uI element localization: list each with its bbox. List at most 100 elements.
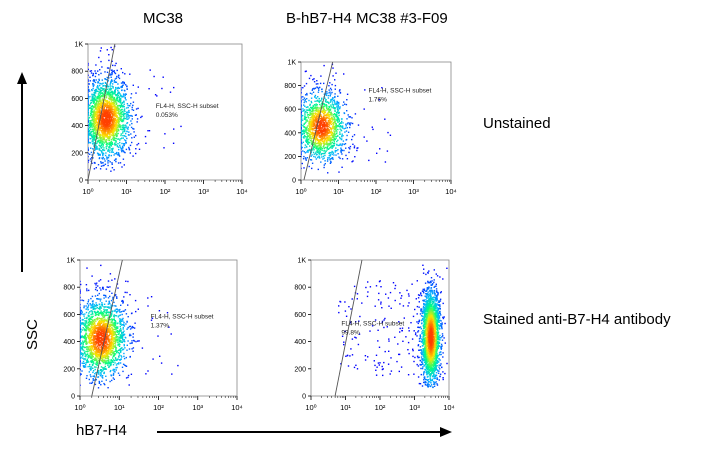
event-dot [124,113,126,115]
event-dot [302,124,304,127]
event-dot [311,162,314,164]
event-dot [326,114,329,116]
event-dot [114,106,116,108]
event-dot [315,136,318,138]
event-dot [118,74,120,77]
event-dot [311,141,313,143]
event-dot [303,129,305,131]
event-dot [88,97,89,100]
event-dot [96,113,98,115]
event-dot [330,104,332,106]
event-dot [103,164,105,167]
event-dot [318,89,320,91]
event-dot [309,92,312,94]
event-dot [91,108,93,110]
event-dot [91,106,94,108]
event-dot [307,130,310,132]
event-dot [118,148,120,151]
event-dot [337,109,339,112]
event-dot [105,79,108,81]
event-dot [80,357,82,359]
event-dot [108,93,111,95]
event-dot [320,146,322,148]
event-dot [312,112,314,115]
event-dot [338,103,340,105]
event-dot [101,95,104,97]
event-dot [335,124,337,127]
event-dot [327,148,330,150]
event-dot [114,314,117,317]
event-dot [153,75,155,78]
event-dot [99,98,101,100]
event-dot [332,123,334,125]
event-dot [85,321,87,323]
event-dot [115,326,117,328]
event-dot [315,119,318,121]
event-dot [88,132,89,135]
event-dot [338,123,340,126]
event-dot [104,81,107,84]
event-dot [120,82,123,84]
event-dot [101,314,103,316]
event-dot [103,126,105,129]
event-dot [122,158,125,160]
event-dot [114,129,116,131]
event-dot [113,351,115,353]
event-dot [311,108,314,110]
event-dot [334,88,336,90]
event-dot [110,120,113,122]
event-dot [323,166,325,169]
event-dot [325,114,327,116]
event-dot [105,125,107,128]
event-dot [301,105,302,107]
event-dot [156,95,158,97]
event-dot [337,128,339,131]
event-dot [119,104,121,107]
event-dot [331,119,334,121]
event-dot [130,114,132,117]
event-dot [96,124,98,126]
event-dot [116,120,118,123]
event-dot [315,110,318,112]
event-dot [89,76,91,78]
event-dot [128,149,131,151]
event-dot [115,137,117,140]
event-dot [102,367,104,369]
event-dot [313,132,315,134]
event-dot [107,86,109,88]
event-dot [318,135,321,137]
event-dot [347,131,350,133]
event-dot [90,101,92,104]
event-dot [129,105,131,107]
event-dot [131,118,133,120]
event-dot [104,306,107,308]
event-dot [87,322,90,324]
event-dot [94,115,96,117]
event-dot [87,346,89,348]
event-dot [325,124,327,126]
event-dot [164,133,166,135]
event-dot [312,105,315,107]
event-dot [330,152,332,154]
plot-mc38-stained: FL4-H, SSC-H subset1.37%02004006008001K1… [63,258,242,413]
event-dot [334,95,336,98]
event-dot [80,280,81,283]
event-dot [108,303,110,305]
event-dot [324,146,327,149]
event-dot [319,149,321,151]
event-dot [84,313,86,315]
event-dot [126,85,128,88]
event-dot [326,106,328,108]
event-dot [303,126,305,128]
event-dot [116,122,118,124]
event-dot [312,128,314,130]
event-dot [308,99,310,102]
event-dot [335,123,337,125]
event-dot [110,123,112,126]
event-dot [88,135,89,137]
event-dot [309,133,311,135]
event-dot [111,69,113,71]
event-dot [331,138,333,141]
event-dot [321,129,323,131]
event-dot [116,308,118,310]
